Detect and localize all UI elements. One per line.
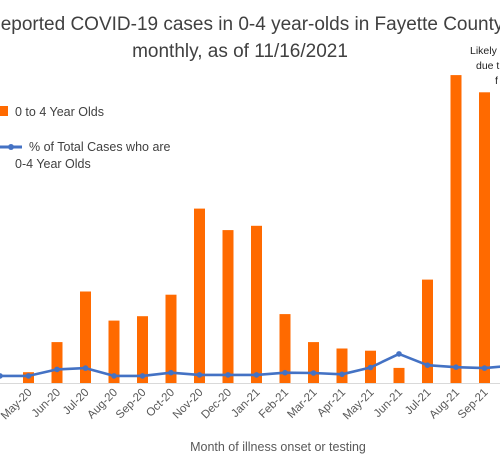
percent-point-May-21 <box>367 364 374 371</box>
bar-Jun-21 <box>393 367 405 383</box>
percent-point-Aug-21 <box>453 364 459 371</box>
annotation-line-3: f <box>495 75 498 87</box>
bar-Jun-20 <box>51 342 63 383</box>
x-axis-title: Month of illness onset or testing <box>190 440 366 454</box>
percent-point-Oct-20 <box>168 369 174 376</box>
legend-bar-label: 0 to 4 Year Olds <box>15 105 104 119</box>
legend-bar-swatch <box>0 106 8 116</box>
percent-point-Jun-21 <box>396 351 402 357</box>
legend-line-label-part-1: % of Total Cases who are <box>29 140 171 154</box>
bar-Feb-21 <box>279 314 291 383</box>
percent-point-May-20 <box>25 373 32 379</box>
percent-point-Aug-20 <box>111 373 117 379</box>
annotation-line-2: due t <box>476 60 499 72</box>
bar-Nov-20 <box>194 208 205 383</box>
bar-Aug-20 <box>108 320 120 383</box>
percent-point-Apr-20 <box>0 373 3 379</box>
bar-series <box>23 75 490 384</box>
legend-line-label-part-2: 0-4 Year Olds <box>15 157 91 171</box>
percent-point-Mar-21 <box>310 370 317 376</box>
percent-point-Jul-21 <box>424 362 431 369</box>
percent-point-Feb-21 <box>282 369 288 376</box>
bar-Mar-21 <box>308 342 319 383</box>
bar-Apr-21 <box>336 348 348 383</box>
bar-Jul-21 <box>422 279 433 383</box>
chart-title-line-1: eported COVID-19 cases in 0-4 year-olds … <box>1 14 500 35</box>
bar-Jan-21 <box>251 225 262 383</box>
line-series <box>0 351 500 379</box>
bar-Oct-20 <box>165 294 177 383</box>
bar-Sep-20 <box>137 316 148 383</box>
percent-point-Jan-21 <box>253 372 260 378</box>
percent-point-Nov-20 <box>196 372 203 378</box>
percent-point-Jun-20 <box>54 366 60 373</box>
percent-point-Sep-20 <box>139 373 146 379</box>
x-tick-Oct: Oct <box>498 386 500 408</box>
percent-point-Jul-20 <box>82 365 89 371</box>
annotation-line-1: Likely <box>470 45 498 57</box>
legend-line-marker <box>8 144 14 150</box>
legend-line-label: % of Total Cases who are 0-4 Year Olds <box>15 140 171 171</box>
percent-point-Dec-20 <box>225 372 231 378</box>
bar-Sep-21 <box>479 92 490 384</box>
bar-Dec-20 <box>222 230 234 383</box>
percent-point-Sep-21 <box>481 365 488 371</box>
bar-Jul-20 <box>80 291 91 383</box>
percent-point-Apr-21 <box>339 371 345 378</box>
chart-title-line-2: monthly, as of 11/16/2021 <box>132 41 348 62</box>
bar-Aug-21 <box>450 75 462 383</box>
